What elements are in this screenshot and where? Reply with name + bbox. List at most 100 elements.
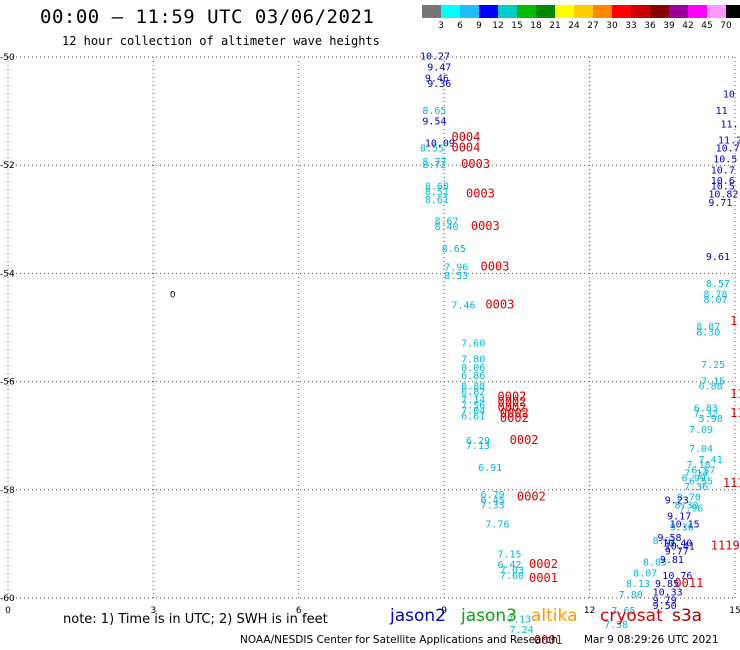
x-tick-label: 15 bbox=[729, 606, 740, 616]
data-point: 6.83 bbox=[694, 403, 718, 414]
data-point: 7.46 bbox=[451, 301, 475, 312]
data-point: 6.29 bbox=[466, 436, 490, 447]
data-point: 7.03 bbox=[500, 566, 524, 577]
colorbar-label: 45 bbox=[701, 21, 713, 31]
data-point: 9.71 bbox=[708, 198, 732, 209]
data-point: 8.87 bbox=[696, 322, 720, 333]
x-tick-label: 0 bbox=[5, 606, 11, 616]
colorbar-label: 9 bbox=[476, 21, 482, 31]
data-point: 9.85 bbox=[655, 579, 679, 590]
data-point: 0003 bbox=[461, 157, 490, 171]
y-tick-label: -60 bbox=[0, 594, 15, 604]
contour-label-layer: 0 bbox=[170, 291, 176, 301]
data-point: 8.70 bbox=[677, 493, 701, 504]
data-point: 9.36 bbox=[670, 522, 694, 533]
chart-subtitle: 12 hour collection of altimeter wave hei… bbox=[62, 34, 380, 48]
colorbar-label: 12 bbox=[492, 21, 504, 31]
grid-lines bbox=[7, 56, 736, 599]
colorbar-swatch bbox=[517, 5, 536, 18]
x-tick-label: 9 bbox=[441, 606, 447, 616]
data-point: 8.67 bbox=[435, 217, 459, 228]
colorbar-swatch bbox=[612, 5, 631, 18]
data-point: 7.80 bbox=[619, 590, 643, 601]
data-point: 10.6 bbox=[711, 176, 735, 187]
data-point: 10.5 bbox=[713, 154, 737, 165]
data-point: 6.91 bbox=[478, 463, 502, 474]
data-point: 7.96 bbox=[444, 263, 468, 274]
data-point: 10.27 bbox=[420, 52, 450, 63]
x-tick-label: 3 bbox=[151, 606, 157, 616]
colorbar-swatch bbox=[498, 5, 517, 18]
data-point: 7.56 bbox=[461, 401, 485, 412]
satellite-legend-jason2: jason2 bbox=[390, 606, 446, 626]
data-point: 8.07 bbox=[703, 295, 727, 306]
data-point: 0011 bbox=[674, 576, 703, 590]
data-point: 8.55 bbox=[420, 144, 444, 155]
colorbar-label: 30 bbox=[606, 21, 618, 31]
colorbar-swatch bbox=[574, 5, 593, 18]
colorbar-label: 21 bbox=[549, 21, 561, 31]
colorbar-swatch bbox=[460, 5, 479, 18]
satellite-legend-altika: altika bbox=[531, 606, 578, 626]
data-point: 10.41 bbox=[665, 541, 695, 552]
data-point: 1 bbox=[730, 314, 737, 328]
colorbar-label: 3 bbox=[438, 21, 444, 31]
x-tick-label: 6 bbox=[296, 606, 302, 616]
x-tick-label: 12 bbox=[584, 606, 595, 616]
footer: NOAA/NESDIS Center for Satellite Applica… bbox=[240, 634, 719, 646]
data-point: 7.09 bbox=[689, 425, 713, 436]
data-point: 8.07 bbox=[633, 568, 657, 579]
data-point: 9.61 bbox=[706, 252, 730, 263]
data-point: 0002 bbox=[500, 411, 529, 425]
data-point: 0002 bbox=[498, 395, 527, 409]
data-point: 7.36 bbox=[684, 482, 708, 493]
data-point: 8.53 bbox=[444, 271, 468, 282]
data-point: 0001 bbox=[529, 571, 558, 585]
data-point: 10.15 bbox=[670, 520, 700, 531]
data-point: 8.30 bbox=[696, 328, 720, 339]
data-point: 11.2 bbox=[718, 136, 740, 147]
data-point: 9.23 bbox=[665, 495, 689, 506]
data-point: 10 bbox=[723, 90, 735, 101]
data-point: 8.40 bbox=[435, 222, 459, 233]
data-point: 0002 bbox=[500, 406, 529, 420]
footer-credit: NOAA/NESDIS Center for Satellite Applica… bbox=[240, 634, 558, 646]
data-point: 0002 bbox=[529, 557, 558, 571]
colorbar-swatch bbox=[536, 5, 555, 18]
data-point: 6.88 bbox=[699, 382, 723, 393]
colorbar-swatch bbox=[479, 5, 498, 18]
data-point: 0002 bbox=[510, 433, 539, 447]
data-point: 8.65 bbox=[442, 244, 466, 255]
data-point: 6.55 bbox=[689, 476, 713, 487]
data-point: 7.60 bbox=[461, 338, 485, 349]
data-points: 8.65 8.55 8.778.72 8.688.518.61 8.678.40 8.65… bbox=[420, 52, 740, 647]
data-point: 9.36 bbox=[427, 79, 451, 90]
data-point: 6.79 bbox=[481, 490, 505, 501]
y-tick-label: -52 bbox=[0, 161, 15, 171]
colorbar-swatch bbox=[631, 5, 650, 18]
colorbar-swatch bbox=[555, 5, 574, 18]
data-point: 8.91 bbox=[653, 536, 677, 547]
data-point: 11 bbox=[730, 406, 740, 420]
data-point: 0002 bbox=[517, 490, 546, 504]
data-point: 8.05 bbox=[643, 558, 667, 569]
data-point: 7.14 bbox=[461, 395, 485, 406]
data-point: 8.06 bbox=[461, 363, 485, 374]
data-point: 7.25 bbox=[701, 360, 725, 371]
satellite-legend-cryosat: cryosat bbox=[600, 606, 663, 626]
data-point: 11. bbox=[720, 119, 738, 130]
y-tick-label: -58 bbox=[0, 486, 15, 496]
data-point: 9.79 bbox=[653, 595, 677, 606]
data-point: 0001 bbox=[534, 633, 563, 647]
data-point: 10.5 bbox=[711, 182, 735, 193]
colorbar-swatch bbox=[688, 5, 707, 18]
data-point: 7.24 bbox=[510, 625, 534, 636]
colorbar-swatch bbox=[650, 5, 669, 18]
data-point: 6.57 bbox=[691, 466, 715, 477]
data-point: 7.14 bbox=[684, 468, 708, 479]
data-point: 7.96 bbox=[679, 503, 703, 514]
colorbar-swatch bbox=[669, 5, 688, 18]
colorbar-label: 33 bbox=[625, 21, 637, 31]
axis-tick-labels: 0 3 6 9 12 15 -50 -52 -54 -56 -58 -60 bbox=[0, 53, 740, 616]
y-tick-label: -54 bbox=[0, 269, 15, 279]
